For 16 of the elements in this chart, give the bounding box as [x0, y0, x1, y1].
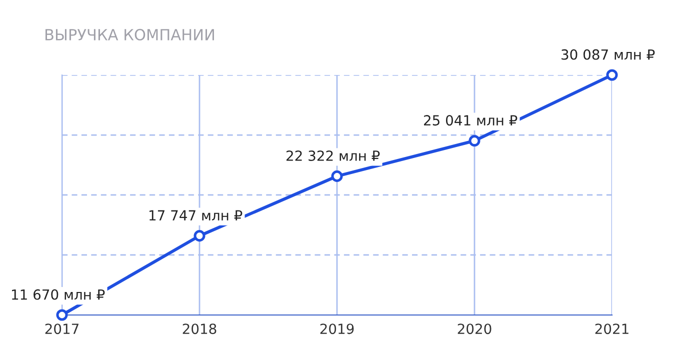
data-label: 25 041 млн ₽ — [424, 115, 518, 126]
chart-title: ВЫРУЧКА КОМПАНИИ — [46, 28, 214, 40]
data-label: 17 747 млн ₽ — [150, 210, 242, 220]
point — [606, 69, 618, 81]
x-tick-label: 2019 — [320, 324, 354, 334]
x-tick-label: 2021 — [595, 324, 628, 334]
point — [331, 170, 343, 182]
x-tick-label: 2020 — [458, 324, 492, 334]
point — [194, 230, 206, 242]
data-label: 11 670 млн ₽ — [12, 289, 105, 300]
x-tick-label: 2018 — [182, 324, 216, 334]
point — [56, 309, 68, 321]
point — [468, 134, 480, 147]
x-tick-label: 2017 — [45, 324, 78, 334]
data-label: 22 322 млн ₽ — [286, 150, 380, 161]
data-label: 30 087 млн ₽ — [562, 49, 655, 60]
